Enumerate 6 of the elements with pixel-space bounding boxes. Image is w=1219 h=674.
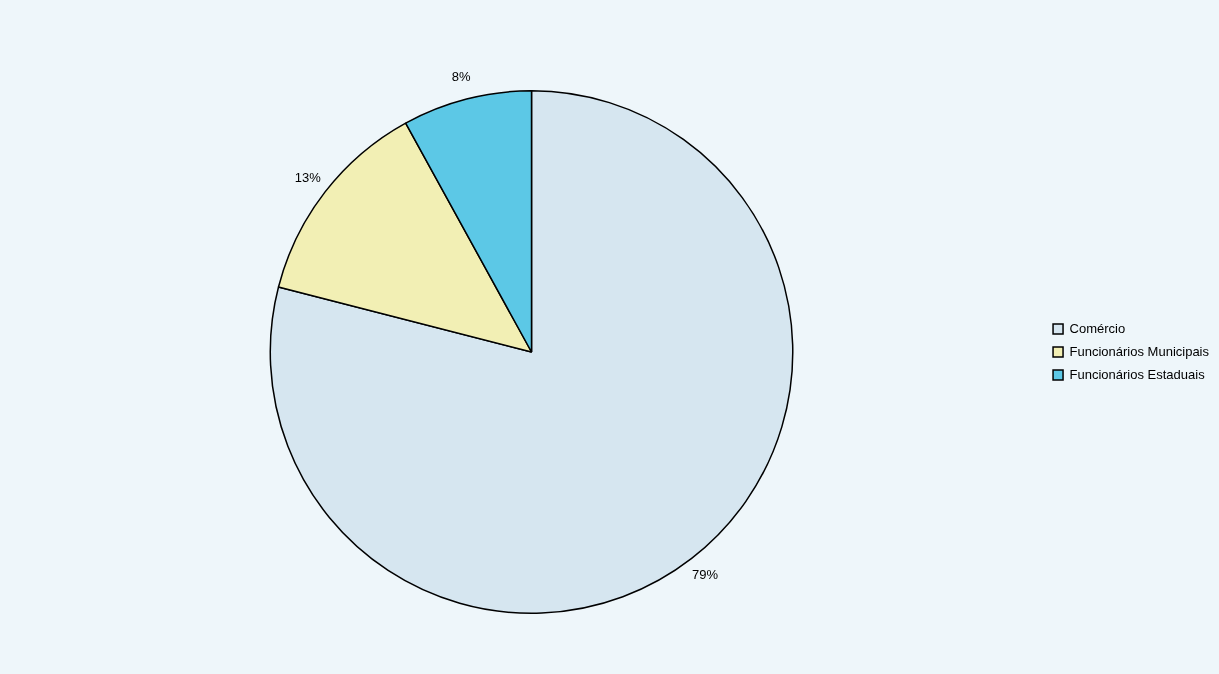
legend-label: Comércio [1069,320,1126,336]
legend-label: Funcionários Municipais [1069,343,1210,359]
data-label: 8% [451,69,471,85]
legend-label: Funcionários Estaduais [1069,366,1206,382]
data-label: 79% [692,567,719,583]
data-label: 13% [294,169,322,185]
